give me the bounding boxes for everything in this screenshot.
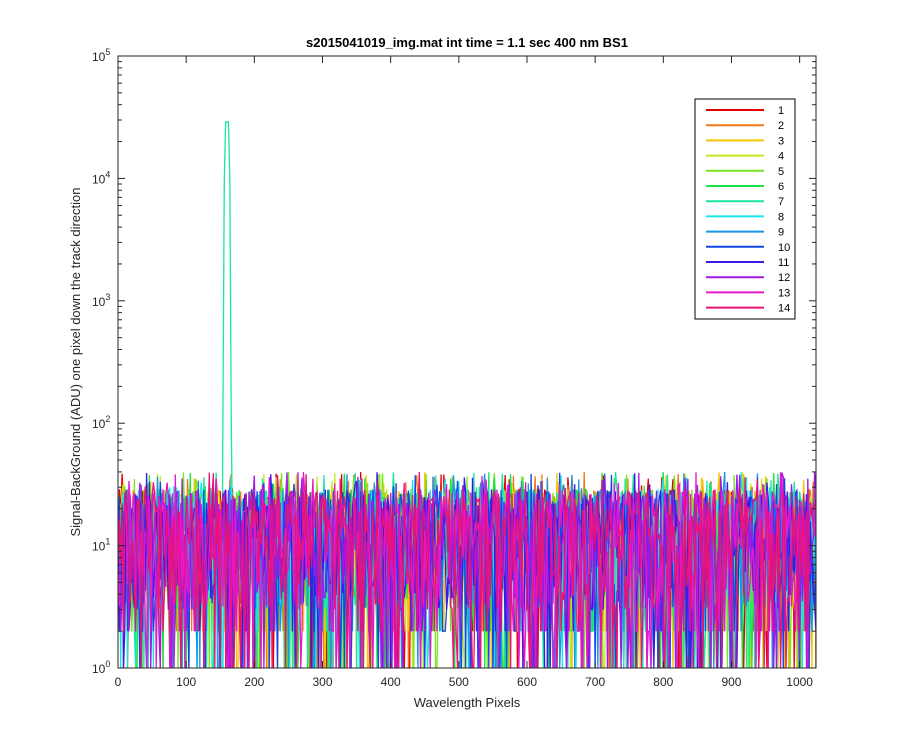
legend-label-14: 14 xyxy=(778,303,790,315)
legend-label-10: 10 xyxy=(778,242,790,254)
legend-label-9: 9 xyxy=(778,227,784,239)
legend-label-6: 6 xyxy=(778,181,784,193)
legend-box xyxy=(694,98,796,320)
series-line-14 xyxy=(118,471,816,668)
x-tick-label: 900 xyxy=(721,675,741,689)
x-tick-label: 100 xyxy=(176,675,196,689)
legend-label-8: 8 xyxy=(778,211,784,223)
legend-label-5: 5 xyxy=(778,166,784,178)
x-tick-label: 500 xyxy=(449,675,469,689)
series-layer xyxy=(118,121,816,668)
legend-label-4: 4 xyxy=(778,151,784,163)
x-axis: 0 100 200 300 400 500 600 700 800 900 1000 xyxy=(115,56,813,689)
plot-frame xyxy=(117,55,817,669)
legend-label-2: 2 xyxy=(778,120,784,132)
y-tick-label: 104 xyxy=(92,169,110,186)
y-axis-label: Signal-BackGround (ADU) one pixel down t… xyxy=(68,187,83,536)
x-tick-label: 400 xyxy=(381,675,401,689)
y-tick-label: 100 xyxy=(92,659,110,676)
x-tick-label: 800 xyxy=(653,675,673,689)
x-axis-label: Wavelength Pixels xyxy=(414,695,521,710)
legend-label-7: 7 xyxy=(778,196,784,208)
x-tick-label: 0 xyxy=(115,675,122,689)
legend-label-3: 3 xyxy=(778,135,784,147)
legend-label-13: 13 xyxy=(778,287,790,299)
legend-label-12: 12 xyxy=(778,272,790,284)
legend-label-1: 1 xyxy=(778,105,784,117)
y-tick-label: 103 xyxy=(92,292,110,309)
x-tick-label: 700 xyxy=(585,675,605,689)
plot-area xyxy=(117,55,817,669)
chart-title: s2015041019_img.mat int time = 1.1 sec 4… xyxy=(306,35,628,50)
x-tick-label: 600 xyxy=(517,675,537,689)
y-tick-label: 101 xyxy=(92,537,110,554)
x-tick-label: 1000 xyxy=(786,675,813,689)
legend-label-11: 11 xyxy=(778,257,789,269)
y-tick-label: 102 xyxy=(92,414,110,431)
x-tick-label: 200 xyxy=(244,675,264,689)
x-tick-label: 300 xyxy=(312,675,332,689)
y-tick-label: 105 xyxy=(92,47,110,64)
